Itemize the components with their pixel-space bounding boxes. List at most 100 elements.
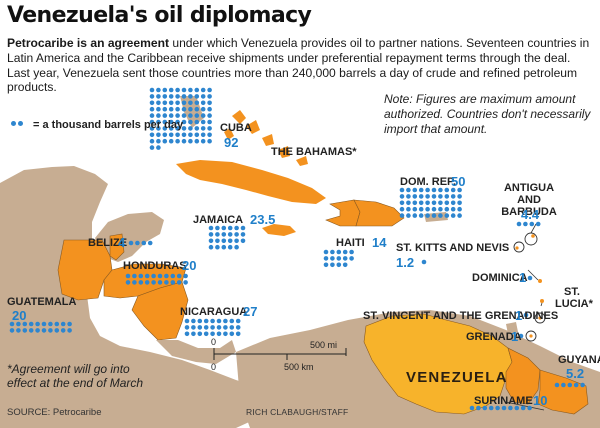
barrel-dot-nicaragua [235, 325, 241, 330]
barrel-dot-cuba [175, 119, 180, 125]
barrel-dot-domrep [406, 206, 411, 212]
label-guyana: GUYANA [558, 354, 600, 366]
barrel-dot-cuba [200, 94, 206, 99]
barrel-dot-cuba [168, 132, 174, 138]
barrel-dot-stkitts [421, 259, 427, 265]
country-shape-bahamas [224, 110, 308, 166]
country-shape-suriname [537, 369, 589, 415]
barrel-dot-cuba [188, 138, 193, 144]
barrel-dot-jamaica [234, 225, 239, 231]
barrel-dot-guatemala [60, 321, 66, 327]
barrel-dot-cuba [200, 132, 206, 138]
barrel-dot-honduras [183, 273, 188, 279]
barrel-dot-domrep [399, 206, 405, 212]
barrel-dot-guatemala [28, 321, 34, 327]
barrel-dot-haiti [336, 249, 342, 255]
barrel-dot-cuba [207, 113, 212, 118]
label-belize: BELIZE [88, 237, 128, 249]
scale-km: 500 km [284, 362, 314, 372]
barrel-dot-cuba [149, 106, 155, 112]
barrel-dot-honduras [157, 273, 163, 279]
label-bahamas: THE BAHAMAS* [271, 146, 357, 158]
label-dominica: DOMINICA [472, 272, 528, 284]
credit: RICH CLABAUGH/STAFF [246, 407, 349, 417]
value-haiti: 14 [372, 235, 387, 250]
land-panama [156, 340, 236, 364]
barrel-dot-domrep [457, 206, 462, 212]
barrel-dot-honduras [164, 273, 169, 279]
barrel-dot-honduras [138, 280, 144, 285]
barrel-dot-honduras [138, 273, 144, 279]
barrel-dot-jamaica [208, 238, 214, 244]
barrel-dot-domrep [444, 200, 450, 206]
barrel-dot-haiti [349, 256, 354, 261]
barrel-dot-cuba [200, 106, 206, 112]
label-grenada: GRENADA [466, 331, 522, 343]
barrel-dot-domrep [412, 213, 418, 218]
barrel-dot-nicaragua [235, 331, 241, 337]
barrel-dot-cuba [194, 113, 200, 118]
barrel-dot-suriname [488, 405, 494, 411]
barrel-dot-cuba [162, 106, 168, 112]
barrel-dot-cuba [194, 126, 200, 131]
barrel-dot-jamaica [227, 244, 233, 250]
barrel-dot-domrep [457, 187, 462, 193]
value-cuba: 92 [224, 135, 239, 150]
barrel-dot-cuba [188, 119, 193, 125]
value-stvincent: 1 [515, 308, 523, 323]
scale-bar [213, 348, 347, 360]
intro-lead: Petrocaribe is an agreement [7, 36, 169, 50]
barrel-dot-cuba [207, 138, 212, 144]
barrel-dot-guyana [554, 382, 560, 388]
intro-text: Petrocaribe is an agreement under which … [7, 36, 593, 95]
barrel-dot-domrep [450, 194, 456, 199]
barrel-dot-nicaragua [197, 331, 203, 337]
barrel-dot-domrep [438, 200, 443, 206]
barrel-dot-guatemala [22, 321, 28, 327]
barrel-dot-cuba [175, 113, 180, 118]
barrel-dot-haiti [323, 262, 329, 268]
label-haiti: HAITI [336, 237, 365, 249]
barrel-dot-haiti [336, 256, 342, 261]
barrel-dot-honduras [144, 280, 150, 285]
barrel-dot-dominica [527, 275, 533, 281]
barrel-dot-cuba [200, 126, 206, 131]
barrel-dot-jamaica [221, 244, 227, 250]
label-honduras: HONDURAS [123, 260, 187, 272]
barrel-dot-honduras [144, 273, 150, 279]
barrel-dot-cuba [175, 94, 180, 99]
country-shape-nicaragua [131, 281, 189, 341]
barrel-dot-domrep [418, 187, 424, 193]
barrel-dot-cuba [175, 138, 180, 144]
barrel-dot-honduras [132, 280, 137, 285]
barrel-dot-cuba [156, 132, 161, 138]
barrel-dot-cuba [207, 119, 212, 125]
barrel-dot-cuba [162, 126, 168, 131]
footnote: *Agreement will go into effect at the en… [7, 362, 144, 390]
barrel-dot-cuba [200, 119, 206, 125]
barrel-dot-belize [135, 240, 140, 246]
barrel-dot-guatemala [16, 328, 21, 333]
barrel-dot-cuba [194, 87, 200, 93]
barrel-dot-guatemala [41, 321, 47, 327]
barrel-dot-domrep [399, 200, 405, 206]
barrel-dot-guatemala [35, 328, 40, 333]
barrel-dot-nicaragua [203, 325, 209, 330]
barrel-dot-jamaica [221, 225, 227, 231]
barrel-dot-cuba [207, 87, 212, 93]
barrel-dot-cuba [181, 132, 187, 138]
barrel-dot-haiti [342, 262, 348, 268]
value-jamaica: 23.5 [250, 212, 276, 227]
barrel-dot-guyana [567, 382, 573, 388]
barrel-dot-cuba [162, 100, 168, 106]
barrel-dot-domrep [425, 213, 430, 218]
barrel-dot-cuba [168, 87, 174, 93]
barrel-dot-cuba [149, 87, 155, 93]
barrel-dot-cuba [149, 113, 155, 118]
barrel-dot-cuba [156, 126, 161, 131]
intro-body: under which Venezuela provides oil to pa… [7, 36, 590, 95]
land-trinidad [506, 322, 518, 334]
barrel-dot-domrep [444, 206, 450, 212]
barrel-dot-domrep [399, 213, 405, 218]
barrel-dot-domrep [418, 194, 424, 199]
